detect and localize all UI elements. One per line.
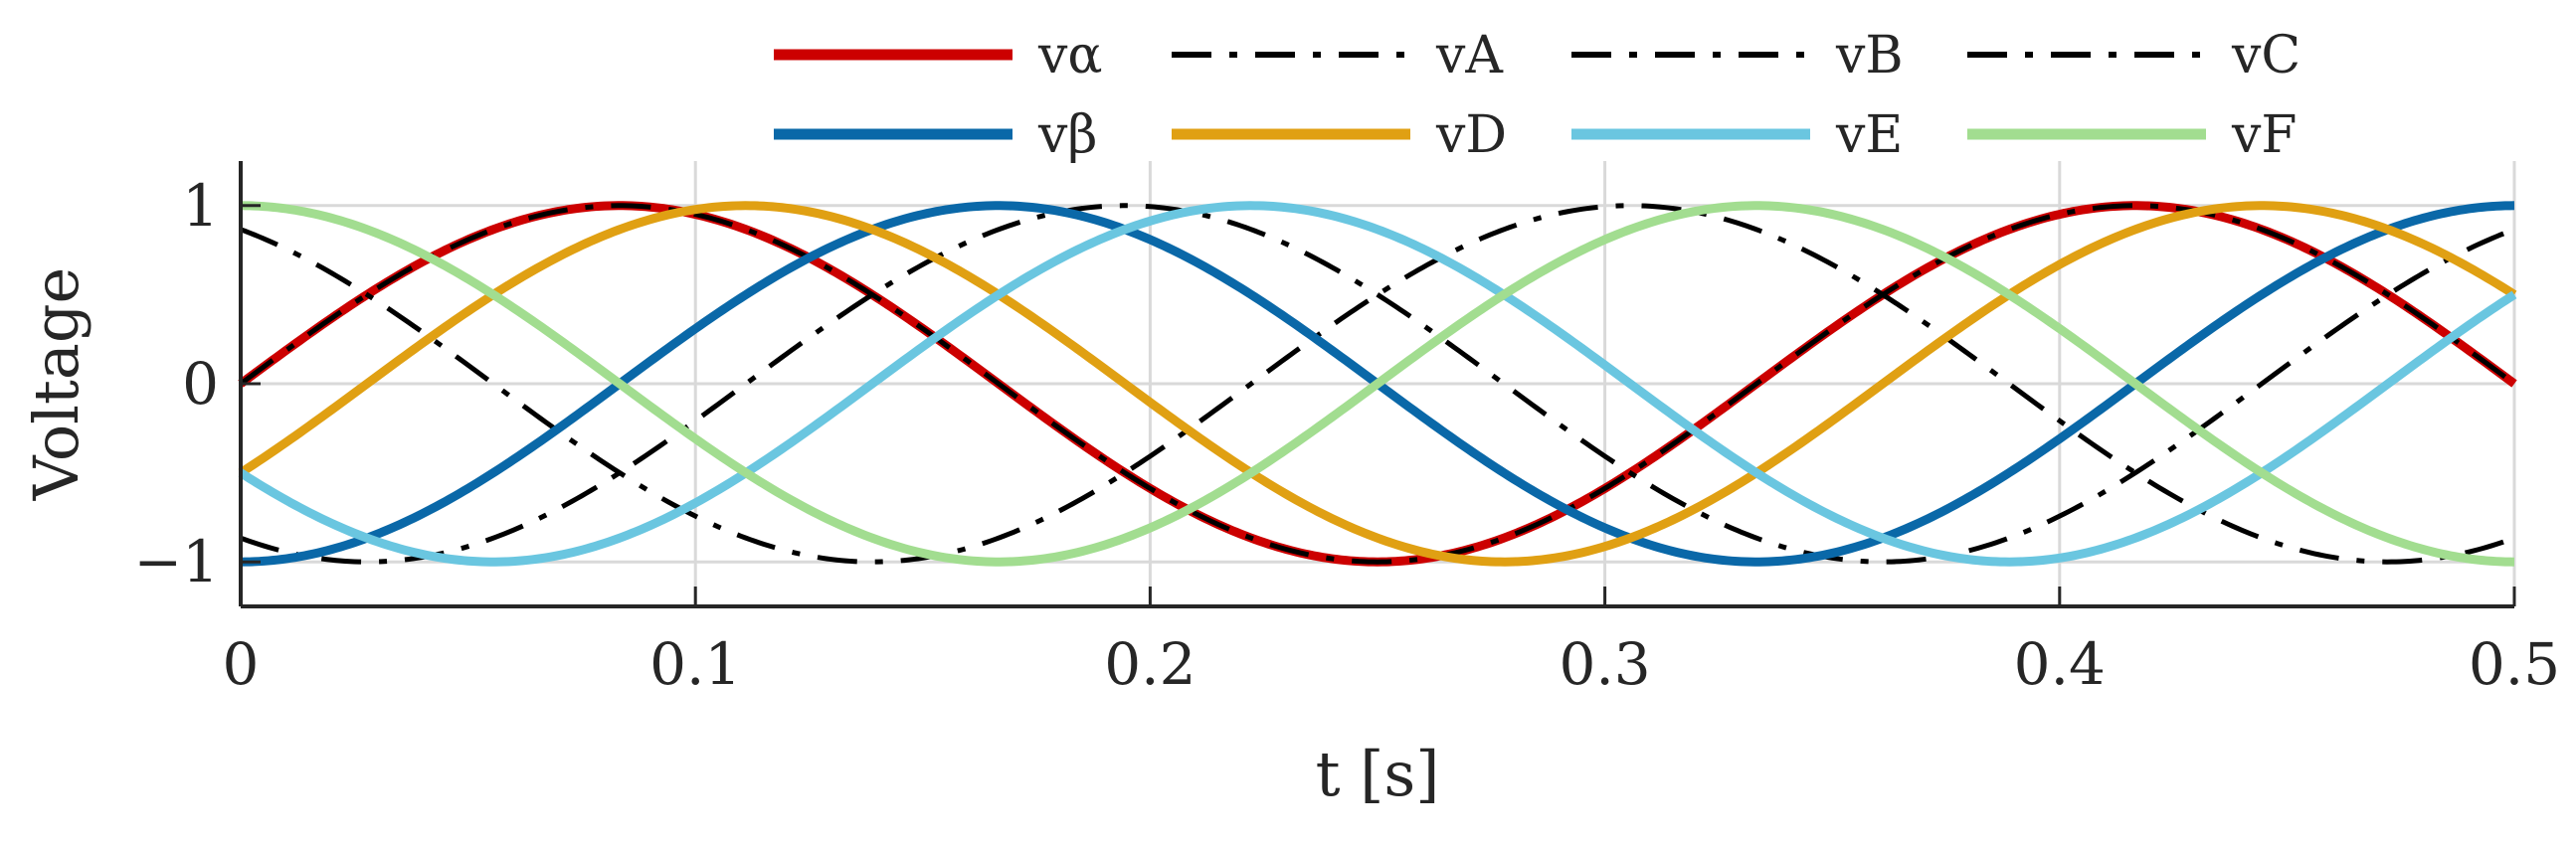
series-line-vB-2	[240, 203, 2515, 565]
x-tick-label: 0.2	[1104, 630, 1196, 698]
series-line-vA-1	[239, 203, 2516, 565]
legend-label-5: vD	[1435, 105, 1507, 165]
legend-label-7: vF	[2231, 105, 2297, 165]
x-tick-label: 0.1	[649, 630, 741, 698]
series-line-vE-6	[238, 201, 2517, 567]
series-line-vC-3	[240, 203, 2515, 565]
legend-label-2: vB	[1835, 26, 1904, 85]
series-line-vF-7	[240, 201, 2515, 567]
legend-label-0: vα	[1037, 26, 1103, 85]
x-tick-label: 0	[223, 630, 260, 698]
legend-label-3: vC	[2231, 26, 2300, 85]
legend: vα vA vB vC vβ vD vE vF	[774, 26, 2300, 165]
legend-label-1: vA	[1435, 26, 1504, 85]
y-tick-label: 1	[182, 172, 219, 240]
x-axis-label: t [s]	[1316, 738, 1440, 810]
series-line-vD-5	[238, 201, 2517, 567]
y-tick-label: 0	[182, 350, 219, 418]
legend-label-6: vE	[1835, 105, 1903, 165]
ticks: 0 0.1 0.2 0.3 0.4 0.5−101	[134, 172, 2561, 698]
x-tick-label: 0.4	[2014, 630, 2106, 698]
y-axis-label: Voltage	[20, 267, 92, 502]
x-tick-label: 0.3	[1559, 630, 1650, 698]
series-layer	[238, 201, 2517, 567]
y-tick-label: −1	[134, 528, 220, 595]
x-tick-label: 0.5	[2469, 630, 2560, 698]
legend-label-4: vβ	[1037, 105, 1097, 165]
